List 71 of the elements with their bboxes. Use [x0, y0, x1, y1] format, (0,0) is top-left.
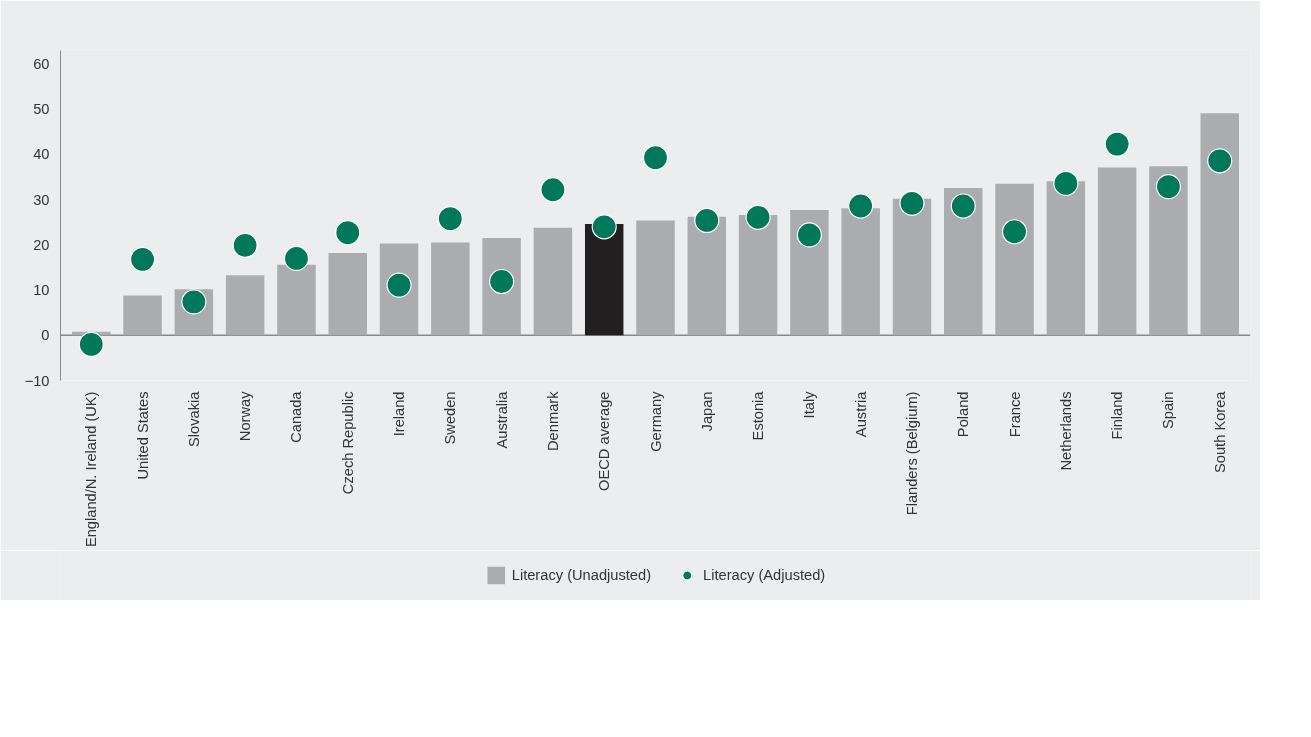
x-tick-label: Canada: [288, 390, 305, 443]
x-tick-label: Italy: [801, 390, 818, 419]
x-tick-label: Austria: [852, 390, 869, 438]
x-tick-label: United States: [134, 391, 151, 480]
bar: [277, 264, 316, 336]
point: [1104, 131, 1130, 157]
x-tick-label: Norway: [237, 390, 254, 442]
point: [1053, 170, 1079, 196]
bar: [892, 198, 932, 336]
bar: [1097, 167, 1137, 336]
bar: [1149, 166, 1188, 336]
point: [848, 193, 874, 219]
y-tick-label: 50: [33, 101, 50, 118]
y-tick-label: 40: [33, 146, 50, 163]
x-tick-label: Germany: [647, 390, 664, 452]
point: [232, 232, 258, 258]
y-tick-label: −10: [24, 372, 50, 389]
bar: [636, 220, 675, 336]
legend-label: Literacy (Unadjusted): [511, 567, 652, 583]
bar: [841, 208, 880, 336]
x-tick-label: Spain: [1160, 391, 1177, 429]
point: [129, 246, 156, 272]
x-tick-label: France: [1006, 391, 1023, 438]
x-tick-label: Denmark: [544, 390, 561, 451]
y-tick-label: 60: [33, 56, 50, 73]
x-tick-label: Sweden: [442, 391, 459, 445]
point: [78, 331, 104, 357]
point: [796, 222, 822, 248]
point: [283, 245, 310, 272]
x-tick-label: OECD average: [596, 391, 613, 491]
x-tick-label: Ireland: [391, 391, 408, 437]
x-tick-label: Australia: [493, 390, 510, 449]
y-tick-label: 30: [33, 191, 50, 208]
point: [540, 177, 566, 203]
legend-label: Literacy (Adjusted): [703, 567, 826, 583]
point: [950, 193, 976, 219]
bar: [944, 187, 983, 336]
point: [899, 190, 925, 216]
bar: [1200, 113, 1239, 336]
x-tick-label: Czech Republic: [339, 391, 356, 495]
bar: [123, 295, 162, 336]
point: [1155, 173, 1182, 200]
x-tick-label: Japan: [698, 391, 715, 432]
bar: [225, 275, 265, 336]
x-tick-label: Finland: [1109, 391, 1126, 440]
x-tick-label: Estonia: [750, 390, 767, 441]
point: [591, 214, 617, 240]
point: [642, 145, 669, 171]
y-tick-label: 20: [33, 236, 50, 253]
x-tick-label: Flanders (Belgium): [903, 391, 920, 516]
x-tick-label: Poland: [955, 391, 972, 438]
x-tick-label: Netherlands: [1057, 391, 1074, 471]
point: [437, 206, 463, 232]
point: [1001, 219, 1028, 245]
bar: [328, 253, 367, 336]
y-tick-label: 10: [33, 282, 50, 299]
y-tick-label: 0: [41, 327, 50, 344]
bar: [1046, 181, 1086, 336]
point: [1207, 148, 1233, 174]
x-tick-label: Slovakia: [185, 390, 202, 447]
point: [335, 220, 361, 246]
bar: [738, 215, 778, 336]
point: [745, 204, 771, 230]
point: [694, 207, 720, 234]
x-tick-label: South Korea: [1211, 390, 1228, 473]
bar: [533, 227, 573, 336]
x-tick-label: England/N. Ireland (UK): [83, 391, 100, 548]
bar: [995, 183, 1034, 336]
bar: [431, 242, 470, 336]
bar: [584, 224, 624, 336]
bar: [687, 216, 727, 336]
